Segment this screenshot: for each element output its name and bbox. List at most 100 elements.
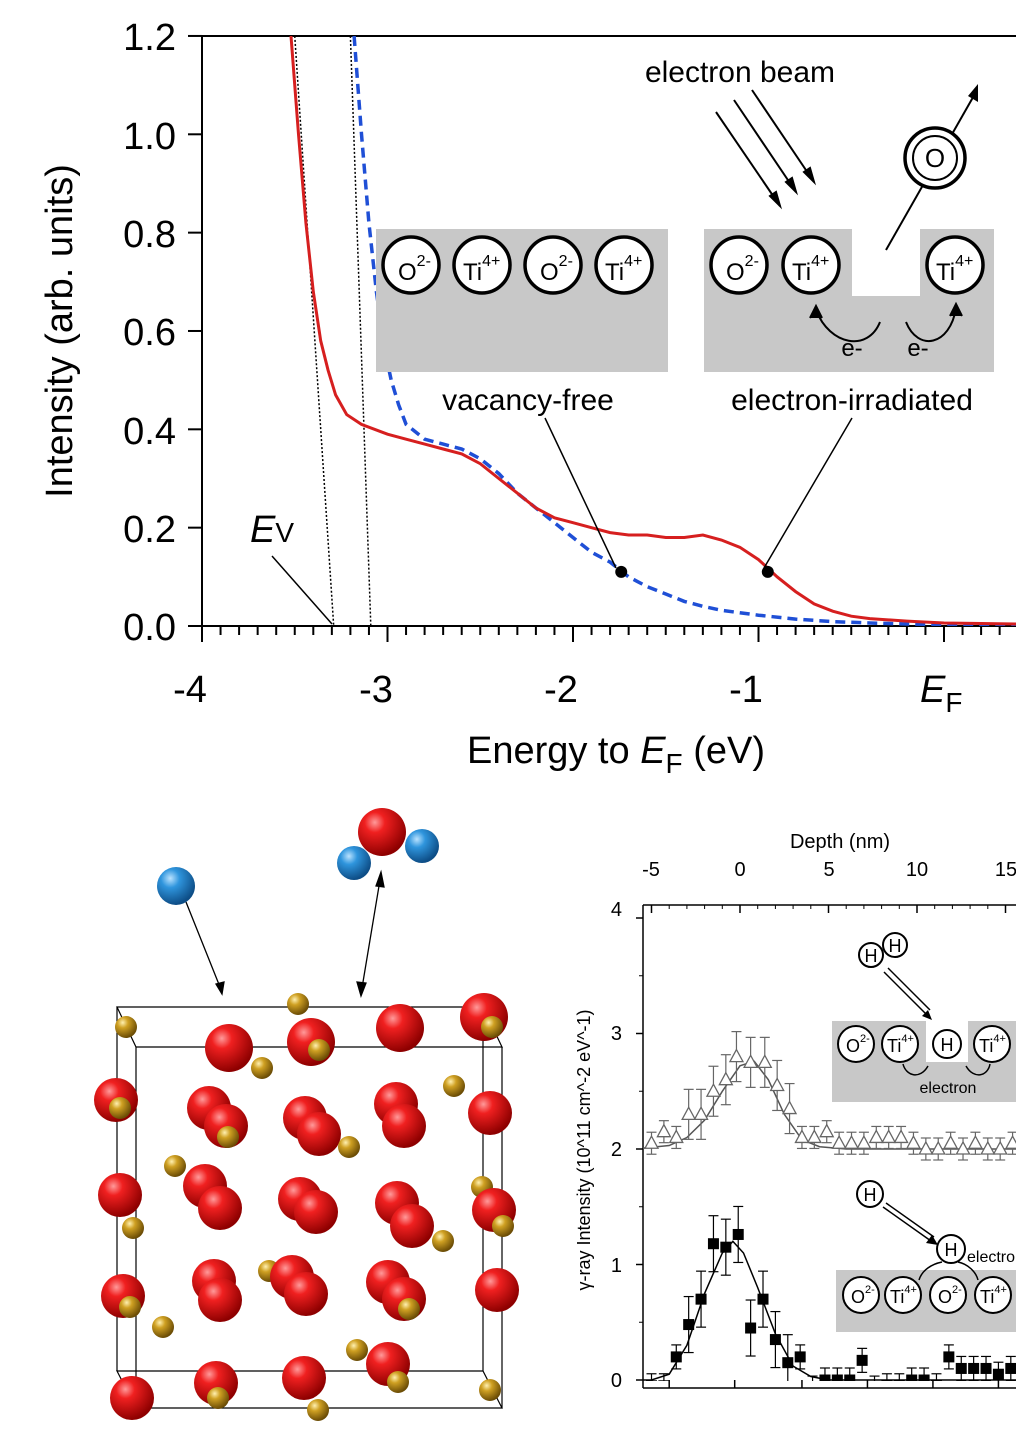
oxygen-atom <box>284 1272 328 1316</box>
titanium-atom <box>432 1230 454 1252</box>
square-point <box>707 1238 719 1250</box>
ev-label: EV <box>250 509 294 551</box>
extrapolation-line <box>294 36 335 626</box>
series-markers <box>615 565 774 578</box>
ev-letter: E <box>250 509 276 551</box>
triangle-point <box>843 1134 860 1149</box>
triangle-point <box>930 1140 946 1155</box>
titanium-atom <box>251 1057 273 1079</box>
svg-text:Ti4+: Ti4+ <box>980 1284 1007 1307</box>
x-tick-label: -1 <box>729 669 763 711</box>
triangle-point <box>781 1100 798 1115</box>
hydrogen-atom <box>337 846 371 880</box>
oxygen-atom <box>475 1268 519 1312</box>
ti-ion-circle <box>925 235 985 295</box>
h-atom-circle <box>932 1029 962 1059</box>
o-ion-label: O2- <box>398 253 431 286</box>
ti-ion-label: Ti4+ <box>792 253 829 286</box>
hydrogen-atom <box>405 829 439 863</box>
triangle-point <box>643 1134 660 1149</box>
square-point <box>745 1322 757 1334</box>
oxygen-atom <box>382 1104 426 1148</box>
titanium-atom <box>164 1155 186 1177</box>
triangle-point <box>693 1105 709 1120</box>
titanium-atom <box>479 1379 501 1401</box>
square-point <box>782 1357 794 1369</box>
x-tick-label: 0 <box>734 859 745 881</box>
triangle-point <box>705 1082 722 1097</box>
y-tick-labels: 0 1 2 3 4 <box>611 899 622 1392</box>
oxygen-atom <box>110 1376 154 1420</box>
square-point <box>930 1380 942 1381</box>
svg-text:Ti4+: Ti4+ <box>890 1284 917 1307</box>
triangle-point <box>743 1054 759 1069</box>
square-point <box>794 1351 806 1363</box>
triangle-point <box>656 1123 672 1138</box>
triangle-point <box>681 1105 697 1120</box>
vacancy-free-leader <box>544 417 617 569</box>
triangle-point <box>806 1129 822 1144</box>
triangle-point <box>856 1134 872 1149</box>
square-point <box>918 1374 930 1381</box>
oxygen-atom <box>98 1173 142 1217</box>
ti-ion-label: Ti4+ <box>463 253 500 286</box>
titanium-atom <box>115 1016 137 1038</box>
svg-text:O2-: O2- <box>938 1284 962 1307</box>
square-point <box>881 1380 893 1381</box>
ti-ion-circle <box>781 235 841 295</box>
triangle-point <box>794 1129 810 1144</box>
spectrum-chart: 0.0 0.2 0.4 0.6 0.8 1.0 1.2 -4 -3 -2 -1 … <box>39 17 1016 779</box>
x-tick-label: 15 <box>995 859 1016 881</box>
y-tick-label: 0.4 <box>123 411 176 453</box>
y-tick-label: 0.6 <box>123 312 176 354</box>
oxygen-atom <box>376 1004 424 1052</box>
h-label: H <box>889 936 902 956</box>
square-point <box>893 1380 905 1381</box>
square-point <box>943 1351 955 1363</box>
titanium-atom <box>346 1339 368 1361</box>
h-inset: H H electron O2- Ti4+ O2- Ti4+ <box>836 1180 1016 1332</box>
square-point <box>819 1374 831 1381</box>
ti-ion-circle <box>594 235 654 295</box>
triangle-point <box>728 1048 745 1063</box>
triangle-point <box>905 1134 922 1149</box>
titanium-atom <box>217 1126 239 1148</box>
triangle-point <box>967 1134 984 1149</box>
x-axis-title: Depth (nm) <box>790 831 890 853</box>
titanium-atom <box>338 1136 360 1158</box>
titanium-atom <box>308 1039 330 1061</box>
x-title-prefix: Energy to <box>467 730 640 772</box>
ti-ion-label: Ti4+ <box>936 253 973 286</box>
arrow-head <box>968 84 978 102</box>
square-point <box>683 1319 695 1331</box>
series-line-vacancy-free <box>352 36 1016 626</box>
y-tick-label: 0.0 <box>123 607 176 649</box>
triangle-point <box>831 1134 847 1149</box>
square-point <box>980 1362 992 1374</box>
square-point <box>955 1362 967 1374</box>
svg-text:Ti4+: Ti4+ <box>979 1033 1006 1056</box>
x-title-suffix: (eV) <box>683 730 765 772</box>
y-tick-label: 0 <box>611 1370 622 1392</box>
x-tick-label: -4 <box>173 669 207 711</box>
svg-text:O2-: O2- <box>851 1284 875 1307</box>
square-point <box>670 1351 682 1363</box>
electron-transfer-arrows <box>809 301 963 343</box>
x-tick-labels: -4 -3 -2 -1 <box>173 669 763 711</box>
svg-text:Ti4+: Ti4+ <box>887 1033 914 1056</box>
o-ion-circle <box>709 235 769 295</box>
titanium-atom <box>152 1316 174 1338</box>
triangle-point <box>718 1071 734 1086</box>
square-point <box>646 1380 657 1381</box>
data-points <box>643 1030 1016 1381</box>
square-point <box>757 1293 769 1305</box>
svg-text:O2-: O2- <box>846 1033 870 1056</box>
h-atom-circle <box>858 942 884 968</box>
ef-letter: E <box>920 669 946 711</box>
triangle-point <box>868 1129 884 1144</box>
titanium-atom <box>307 1399 329 1421</box>
titanium-atom <box>492 1215 514 1237</box>
o-ion-label: O2- <box>540 253 573 286</box>
h-label: H <box>945 1240 958 1260</box>
